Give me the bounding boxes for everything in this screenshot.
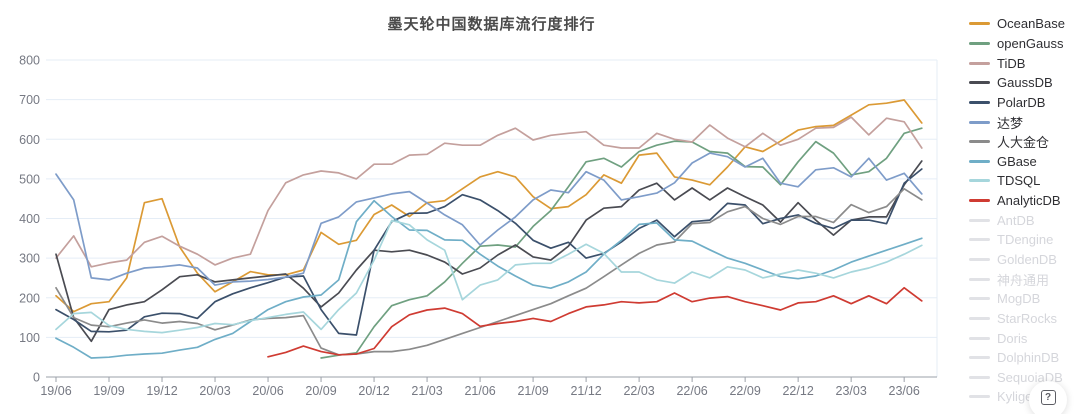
- chart-title: 墨天轮中国数据库流行度排行: [387, 16, 596, 33]
- legend-item-GBase[interactable]: GBase: [969, 151, 1079, 171]
- legend-item-OceanBase[interactable]: OceanBase: [969, 14, 1079, 34]
- y-tick-label: 0: [33, 371, 40, 385]
- x-tick-label: 19/12: [146, 384, 177, 398]
- x-tick-label: 19/09: [93, 384, 124, 398]
- legend-line-icon: [969, 179, 990, 183]
- legend-line-icon: [969, 100, 990, 104]
- legend-item-GaussDB[interactable]: GaussDB: [969, 73, 1079, 93]
- legend-line-icon: [969, 316, 990, 320]
- legend-line-icon: [969, 375, 990, 379]
- legend-label: AntDB: [997, 212, 1035, 228]
- series-line-达梦: [55, 152, 923, 286]
- x-tick-label: 23/06: [889, 384, 920, 398]
- question-icon: ?: [1040, 390, 1056, 405]
- y-tick-label: 500: [19, 172, 40, 186]
- x-tick-label: 21/03: [411, 384, 442, 398]
- series-line-TDSQL: [55, 219, 923, 334]
- legend-line-icon: [969, 356, 990, 360]
- y-tick-label: 600: [19, 133, 40, 147]
- legend-line-icon: [969, 395, 990, 399]
- y-tick-label: 200: [19, 291, 40, 305]
- legend-label: 人大金仓: [997, 135, 1050, 151]
- x-tick-label: 23/03: [836, 384, 867, 398]
- legend-item-Kylige[interactable]: Kylige: [969, 387, 1079, 407]
- x-tick-label: 20/12: [358, 384, 389, 398]
- legend-item-AntDB[interactable]: AntDB: [969, 210, 1079, 230]
- series-line-AnalyticDB: [267, 286, 923, 358]
- x-tick-label: 19/06: [40, 384, 71, 398]
- legend-line-icon: [969, 140, 990, 144]
- legend-label: Kylige: [997, 389, 1033, 405]
- legend-line-icon: [969, 277, 990, 281]
- legend-item-SequoiaDB[interactable]: SequoiaDB: [969, 368, 1079, 388]
- x-tick-label: 22/09: [729, 384, 760, 398]
- legend-item-人大金仓[interactable]: 人大金仓: [969, 132, 1079, 152]
- series-line-openGauss: [320, 127, 923, 359]
- y-tick-label: 300: [19, 252, 40, 266]
- legend-label: StarRocks: [997, 310, 1057, 326]
- y-tick-label: 700: [19, 93, 40, 107]
- legend-line-icon: [969, 61, 990, 65]
- legend-label: TDSQL: [997, 173, 1041, 189]
- x-tick-label: 22/03: [623, 384, 654, 398]
- legend-item-MogDB[interactable]: MogDB: [969, 289, 1079, 309]
- legend-item-TiDB[interactable]: TiDB: [969, 53, 1079, 73]
- y-tick-label: 400: [19, 212, 40, 226]
- x-tick-label: 20/09: [305, 384, 336, 398]
- legend-line-icon: [969, 199, 990, 203]
- legend-label: TiDB: [997, 55, 1026, 71]
- legend-label: 达梦: [997, 115, 1024, 131]
- legend-line-icon: [969, 258, 990, 261]
- legend-item-StarRocks[interactable]: StarRocks: [969, 309, 1079, 329]
- help-button[interactable]: ?: [1029, 381, 1067, 414]
- legend-line-icon: [969, 120, 990, 124]
- series-line-GBase: [55, 199, 923, 359]
- legend-label: GBase: [997, 153, 1037, 169]
- x-tick-label: 22/12: [782, 384, 813, 398]
- legend-item-openGauss[interactable]: openGauss: [969, 34, 1079, 54]
- legend-line-icon: [969, 297, 990, 301]
- legend-line-icon: [969, 336, 990, 340]
- legend-label: OceanBase: [997, 16, 1065, 32]
- x-tick-label: 21/12: [570, 384, 601, 398]
- legend: OceanBase openGauss TiDB GaussDB PolarDB 达梦人大…: [969, 14, 1079, 407]
- legend-item-DolphinDB[interactable]: DolphinDB: [969, 348, 1079, 368]
- legend-line-icon: [969, 41, 990, 45]
- x-tick-label: 22/06: [676, 384, 707, 398]
- legend-label: openGauss: [997, 35, 1064, 51]
- legend-line-icon: [969, 159, 990, 163]
- legend-item-PolarDB[interactable]: PolarDB: [969, 93, 1079, 113]
- x-tick-label: 21/09: [517, 384, 548, 398]
- legend-label: AnalyticDB: [997, 193, 1061, 209]
- legend-label: TDengine: [997, 232, 1054, 248]
- legend-item-达梦[interactable]: 达梦: [969, 112, 1079, 132]
- y-tick-label: 800: [19, 54, 40, 68]
- legend-item-Doris[interactable]: Doris: [969, 328, 1079, 348]
- series-line-GaussDB: [55, 160, 923, 343]
- legend-label: MogDB: [997, 291, 1041, 307]
- legend-line-icon: [969, 22, 990, 26]
- legend-item-神舟通用[interactable]: 神舟通用: [969, 269, 1079, 289]
- x-tick-label: 20/06: [252, 384, 283, 398]
- legend-label: GaussDB: [997, 75, 1053, 91]
- legend-label: GoldenDB: [997, 252, 1057, 267]
- x-tick-label: 21/06: [464, 384, 495, 398]
- legend-item-TDengine[interactable]: TDengine: [969, 230, 1079, 250]
- series-line-PolarDB: [55, 168, 923, 336]
- legend-item-GoldenDB[interactable]: GoldenDB: [969, 250, 1079, 270]
- legend-line-icon: [969, 81, 990, 85]
- legend-item-AnalyticDB[interactable]: AnalyticDB: [969, 191, 1079, 211]
- legend-label: 神舟通用: [997, 272, 1050, 288]
- legend-label: Doris: [997, 330, 1028, 346]
- legend-label: PolarDB: [997, 94, 1046, 110]
- legend-line-icon: [969, 218, 990, 222]
- y-tick-label: 100: [19, 331, 40, 345]
- legend-label: DolphinDB: [997, 350, 1060, 366]
- legend-item-TDSQL[interactable]: TDSQL: [969, 171, 1079, 191]
- series-line-TiDB: [55, 116, 923, 268]
- x-tick-label: 20/03: [199, 384, 230, 398]
- legend-line-icon: [969, 238, 990, 242]
